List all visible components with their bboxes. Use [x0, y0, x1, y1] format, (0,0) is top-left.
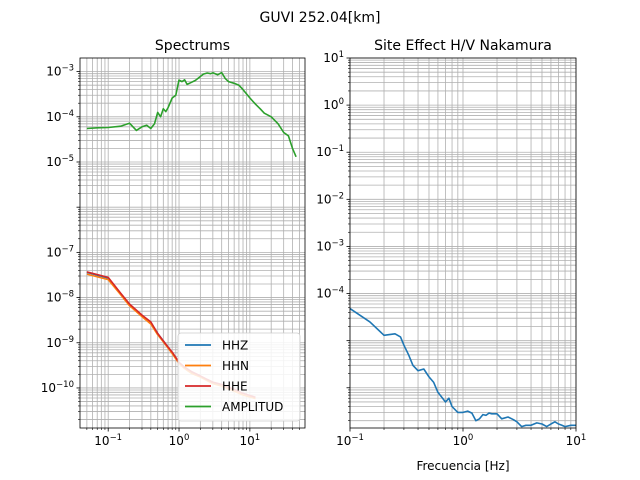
tick-exponent: −7 — [61, 244, 74, 254]
tick-base: 10 — [46, 291, 61, 305]
x-tick-label: 100 — [453, 433, 474, 448]
x-tick-label: 101 — [240, 433, 261, 448]
tick-base: 10 — [316, 287, 331, 301]
tick-base: 10 — [316, 192, 331, 206]
axes-frame — [79, 57, 306, 429]
tick-base: 10 — [240, 434, 255, 448]
tick-base: 10 — [94, 434, 109, 448]
tick-base: 10 — [316, 239, 331, 253]
tick-exponent: 1 — [339, 50, 344, 60]
tick-exponent: −9 — [61, 335, 74, 345]
legend: HHZ HHN HHE AMPLITUD — [177, 332, 301, 422]
tick-base: 10 — [323, 51, 338, 65]
tick-exponent: −3 — [61, 64, 74, 74]
y-tick-label: 10−8 — [46, 290, 74, 305]
x-tick-label: 100 — [169, 433, 190, 448]
y-tick-label: 10−9 — [46, 335, 74, 350]
tick-exponent: −4 — [331, 286, 344, 296]
tick-base: 10 — [41, 381, 56, 395]
legend-label: HHE — [222, 380, 248, 394]
tick-exponent: −1 — [351, 433, 364, 443]
y-tick-label: 101 — [323, 50, 344, 65]
axes-frame — [349, 57, 577, 429]
x-tick-label: 10−1 — [336, 433, 364, 448]
series-group — [349, 307, 576, 428]
y-tick-label: 100 — [323, 97, 344, 112]
tick-base: 10 — [316, 145, 331, 159]
y-tick-label: 10−4 — [46, 109, 74, 124]
tick-base: 10 — [46, 110, 61, 124]
series-line-hv-ratio — [349, 307, 576, 428]
y-tick-label: 10−5 — [46, 154, 74, 169]
tick-base: 10 — [46, 65, 61, 79]
y-tick-label: 10−3 — [46, 64, 74, 79]
legend-label: HHZ — [222, 339, 248, 353]
tick-exponent: 1 — [255, 433, 260, 443]
legend-label: AMPLITUD — [222, 400, 283, 414]
legend-box — [177, 332, 301, 422]
y-tick-label: 10−1 — [316, 144, 344, 159]
tick-base: 10 — [566, 434, 581, 448]
series-line-amplitud — [86, 71, 297, 158]
y-tick-label: 10−3 — [316, 238, 344, 253]
axes-title: Spectrums — [155, 38, 230, 54]
tick-exponent: 0 — [184, 433, 189, 443]
spectrums-panel: 10−1 100 10110−1010−910−810−710−510−410−3S… — [41, 38, 306, 448]
tick-base: 10 — [336, 434, 351, 448]
y-tick-label: 10−4 — [316, 286, 344, 301]
tick-exponent: 0 — [468, 433, 473, 443]
tick-base: 10 — [453, 434, 468, 448]
y-tick-label: 10−10 — [41, 380, 74, 395]
tick-exponent: −8 — [61, 290, 74, 300]
tick-exponent: −2 — [331, 191, 344, 201]
y-tick-label: 10−2 — [316, 191, 344, 206]
tick-exponent: −3 — [331, 238, 344, 248]
tick-exponent: 0 — [339, 97, 344, 107]
x-tick-label: 10−1 — [94, 433, 122, 448]
tick-base: 10 — [323, 98, 338, 112]
tick-base: 10 — [46, 155, 61, 169]
tick-base: 10 — [46, 245, 61, 259]
x-axis-label: Frecuencia [Hz] — [416, 459, 509, 473]
tick-exponent: −1 — [110, 433, 123, 443]
tick-base: 10 — [169, 434, 184, 448]
tick-exponent: −4 — [61, 109, 74, 119]
legend-label: HHN — [222, 359, 249, 373]
x-tick-label: 101 — [566, 433, 587, 448]
tick-base: 10 — [46, 336, 61, 350]
axes-title: Site Effect H/V Nakamura — [374, 38, 552, 54]
tick-exponent: −5 — [61, 154, 74, 164]
tick-exponent: −1 — [331, 144, 344, 154]
tick-exponent: −10 — [56, 380, 74, 390]
y-tick-label: 10−7 — [46, 244, 74, 259]
ticks — [346, 57, 577, 432]
figure-title: GUVI 252.04[km] — [260, 10, 381, 26]
tick-exponent: 1 — [581, 433, 586, 443]
grid — [349, 57, 577, 428]
